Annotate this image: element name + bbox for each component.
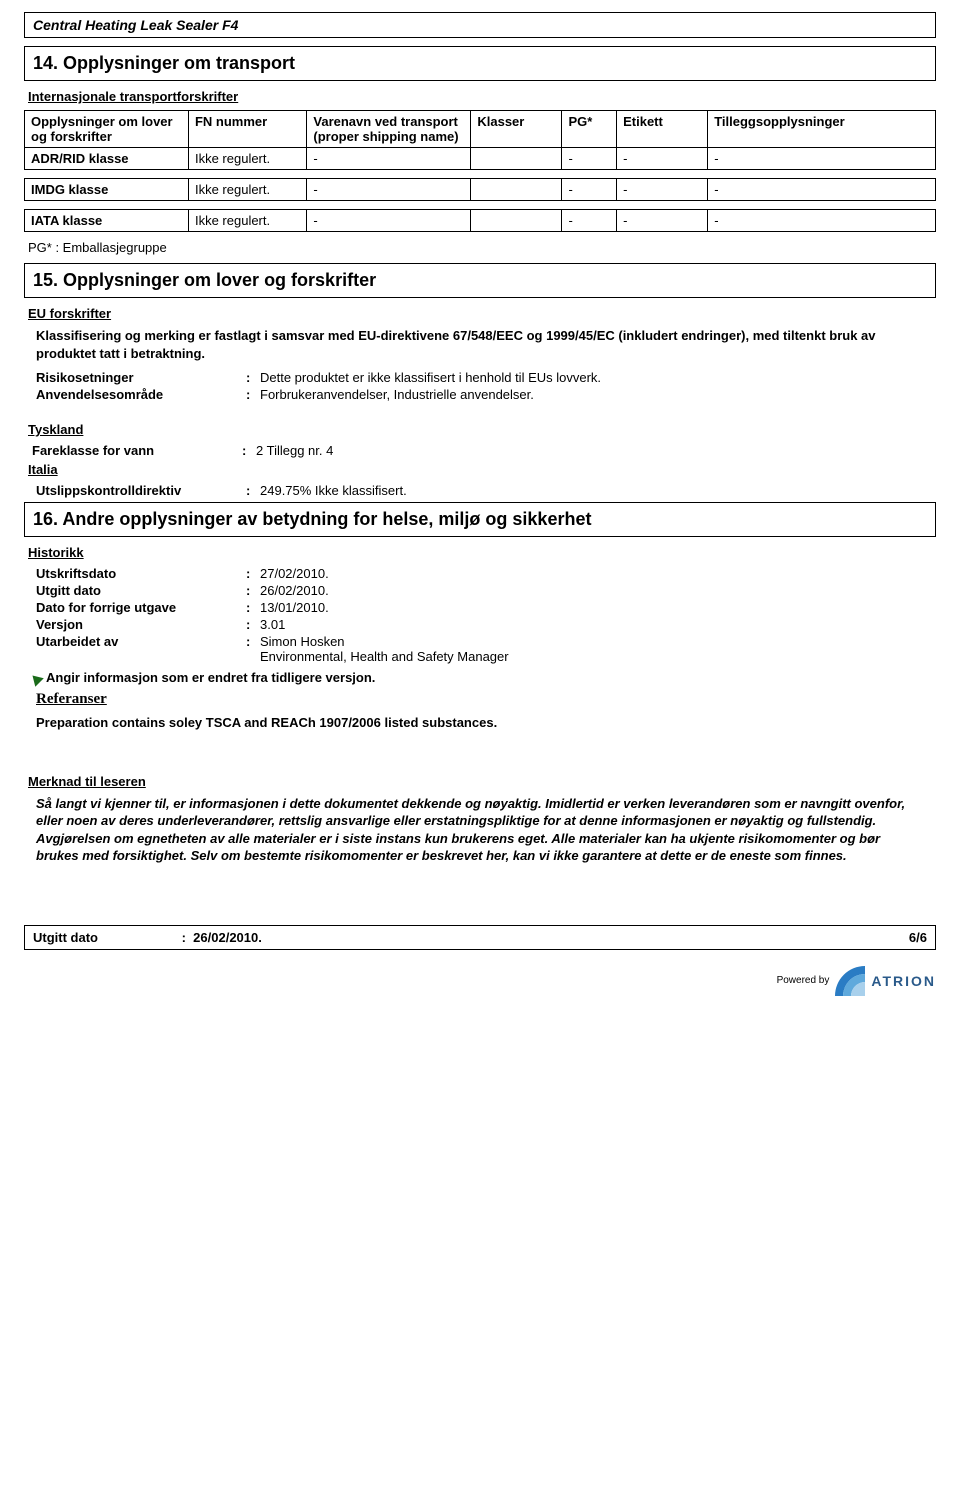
atrion-brand-text: ATRION	[871, 973, 936, 989]
powered-by: Powered by ATRION	[24, 966, 936, 996]
colon: :	[246, 566, 260, 581]
cell: -	[617, 148, 708, 170]
colon: :	[246, 600, 260, 615]
kv-row: Risikosetninger : Dette produktet er ikk…	[36, 370, 936, 385]
history-label: Utarbeidet av	[36, 634, 246, 664]
table-row: IMDG klasse Ikke regulert. - - - -	[25, 179, 936, 201]
section-15-intro: Klassifisering og merking er fastlagt i …	[36, 327, 924, 362]
row-label: IATA klasse	[25, 210, 189, 232]
history-value: 27/02/2010.	[260, 566, 936, 581]
label-risk-phrases: Risikosetninger	[36, 370, 246, 385]
history-label: Utgitt dato	[36, 583, 246, 598]
footer-label: Utgitt dato	[33, 930, 98, 945]
col-label: Etikett	[617, 111, 708, 148]
table-header-row: Opplysninger om lover og forskrifter FN …	[25, 111, 936, 148]
cell: -	[708, 179, 936, 201]
kv-row: Utslippskontrolldirektiv : 249.75% Ikke …	[36, 483, 936, 498]
cell: -	[617, 179, 708, 201]
section-16-subheading: Historikk	[28, 545, 936, 560]
label-use-area: Anvendelsesområde	[36, 387, 246, 402]
kv-row: Fareklasse for vann : 2 Tillegg nr. 4	[32, 443, 936, 458]
history-label: Utskriftsdato	[36, 566, 246, 581]
value-use-area: Forbrukeranvendelser, Industrielle anven…	[260, 387, 936, 402]
label-fareklasse: Fareklasse for vann	[32, 443, 242, 458]
references-heading: Referanser	[36, 691, 936, 708]
row-label: ADR/RID klasse	[25, 148, 189, 170]
table-row: IATA klasse Ikke regulert. - - - -	[25, 210, 936, 232]
history-label: Dato for forrige utgave	[36, 600, 246, 615]
cell	[471, 179, 562, 201]
cell: -	[617, 210, 708, 232]
history-value: 26/02/2010.	[260, 583, 936, 598]
colon: :	[246, 483, 260, 498]
cell: Ikke regulert.	[188, 210, 306, 232]
section-14-subheading: Internasjonale transportforskrifter	[28, 89, 936, 104]
cell: -	[562, 179, 617, 201]
value-fareklasse: 2 Tillegg nr. 4	[256, 443, 936, 458]
col-fn-number: FN nummer	[188, 111, 306, 148]
pg-footnote: PG* : Emballasjegruppe	[28, 240, 936, 255]
col-classes: Klasser	[471, 111, 562, 148]
cell: -	[708, 210, 936, 232]
history-value: 13/01/2010.	[260, 600, 936, 615]
colon: :	[246, 583, 260, 598]
references-text: Preparation contains soley TSCA and REAC…	[36, 714, 924, 732]
cell	[471, 210, 562, 232]
col-additional: Tilleggsopplysninger	[708, 111, 936, 148]
transport-table-iata: IATA klasse Ikke regulert. - - - -	[24, 209, 936, 232]
tyskland-heading: Tyskland	[28, 422, 936, 437]
colon: :	[246, 370, 260, 385]
footer-left: Utgitt dato : 26/02/2010.	[33, 930, 262, 945]
cell: Ikke regulert.	[188, 179, 306, 201]
colon: :	[246, 634, 260, 664]
kv-row: Utskriftsdato:27/02/2010.	[36, 566, 936, 581]
cell: -	[307, 148, 471, 170]
colon: :	[246, 617, 260, 632]
footer-bar: Utgitt dato : 26/02/2010. 6/6	[24, 925, 936, 950]
cell: -	[708, 148, 936, 170]
colon: :	[246, 387, 260, 402]
cell: -	[307, 179, 471, 201]
label-utslipp: Utslippskontrolldirektiv	[36, 483, 246, 498]
cell: -	[562, 148, 617, 170]
italia-heading: Italia	[28, 462, 936, 477]
section-16-header: 16. Andre opplysninger av betydning for …	[24, 502, 936, 537]
row-label: IMDG klasse	[25, 179, 189, 201]
cell: -	[562, 210, 617, 232]
kv-row: Versjon:3.01	[36, 617, 936, 632]
cell	[471, 148, 562, 170]
reader-notice-text: Så langt vi kjenner til, er informasjone…	[36, 795, 924, 865]
transport-table: Opplysninger om lover og forskrifter FN …	[24, 110, 936, 170]
section-15-subheading: EU forskrifter	[28, 306, 936, 321]
cell: Ikke regulert.	[188, 148, 306, 170]
col-regulations: Opplysninger om lover og forskrifter	[25, 111, 189, 148]
cell: -	[307, 210, 471, 232]
footer-date: 26/02/2010.	[193, 930, 262, 945]
kv-row: Anvendelsesområde : Forbrukeranvendelser…	[36, 387, 936, 402]
history-label: Versjon	[36, 617, 246, 632]
changed-note-text: Angir informasjon som er endret fra tidl…	[46, 670, 375, 685]
colon: :	[242, 443, 256, 458]
table-row: ADR/RID klasse Ikke regulert. - - - -	[25, 148, 936, 170]
col-shipping-name: Varenavn ved transport (proper shipping …	[307, 111, 471, 148]
change-marker-icon	[28, 671, 44, 687]
kv-row: Utarbeidet av:Simon Hosken Environmental…	[36, 634, 936, 664]
reader-notice-heading: Merknad til leseren	[28, 774, 936, 789]
kv-row: Dato for forrige utgave:13/01/2010.	[36, 600, 936, 615]
value-risk-phrases: Dette produktet er ikke klassifisert i h…	[260, 370, 936, 385]
changed-note: Angir informasjon som er endret fra tidl…	[30, 670, 936, 685]
history-value: 3.01	[260, 617, 936, 632]
transport-table-imdg: IMDG klasse Ikke regulert. - - - -	[24, 178, 936, 201]
section-14-header: 14. Opplysninger om transport	[24, 46, 936, 81]
history-value: Simon Hosken Environmental, Health and S…	[260, 634, 936, 664]
atrion-logo-icon	[835, 966, 865, 996]
footer-page-number: 6/6	[909, 930, 927, 945]
powered-by-label: Powered by	[777, 975, 830, 986]
col-pg: PG*	[562, 111, 617, 148]
section-15-header: 15. Opplysninger om lover og forskrifter	[24, 263, 936, 298]
value-utslipp: 249.75% Ikke klassifisert.	[260, 483, 936, 498]
document-title-bar: Central Heating Leak Sealer F4	[24, 12, 936, 38]
kv-row: Utgitt dato:26/02/2010.	[36, 583, 936, 598]
